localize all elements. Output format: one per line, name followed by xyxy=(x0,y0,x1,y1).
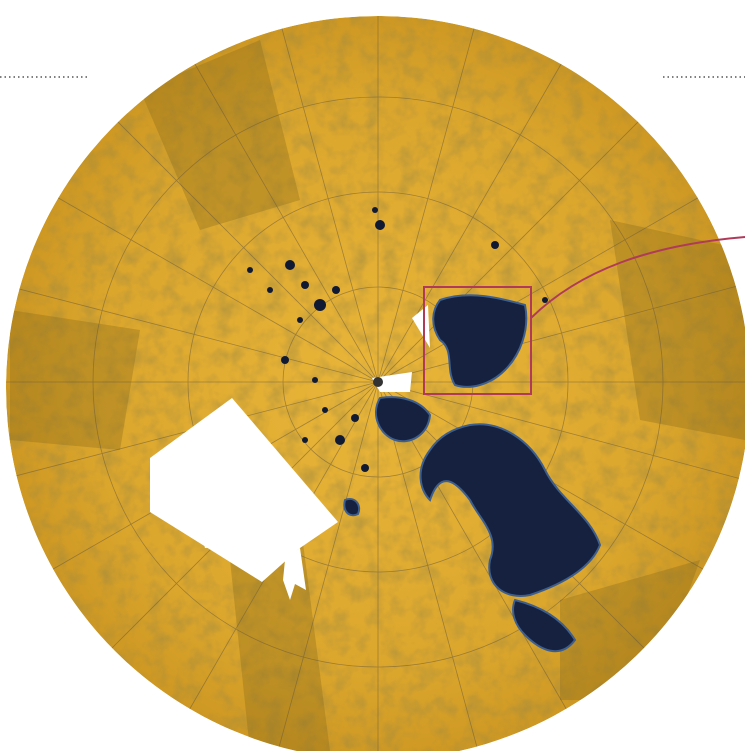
lakes xyxy=(343,294,602,653)
callout-leader xyxy=(530,236,745,319)
imaging-strips xyxy=(10,40,745,751)
small-lakes xyxy=(247,207,548,472)
callout-box xyxy=(423,286,532,395)
data-gap xyxy=(150,305,430,600)
pole xyxy=(373,377,383,387)
